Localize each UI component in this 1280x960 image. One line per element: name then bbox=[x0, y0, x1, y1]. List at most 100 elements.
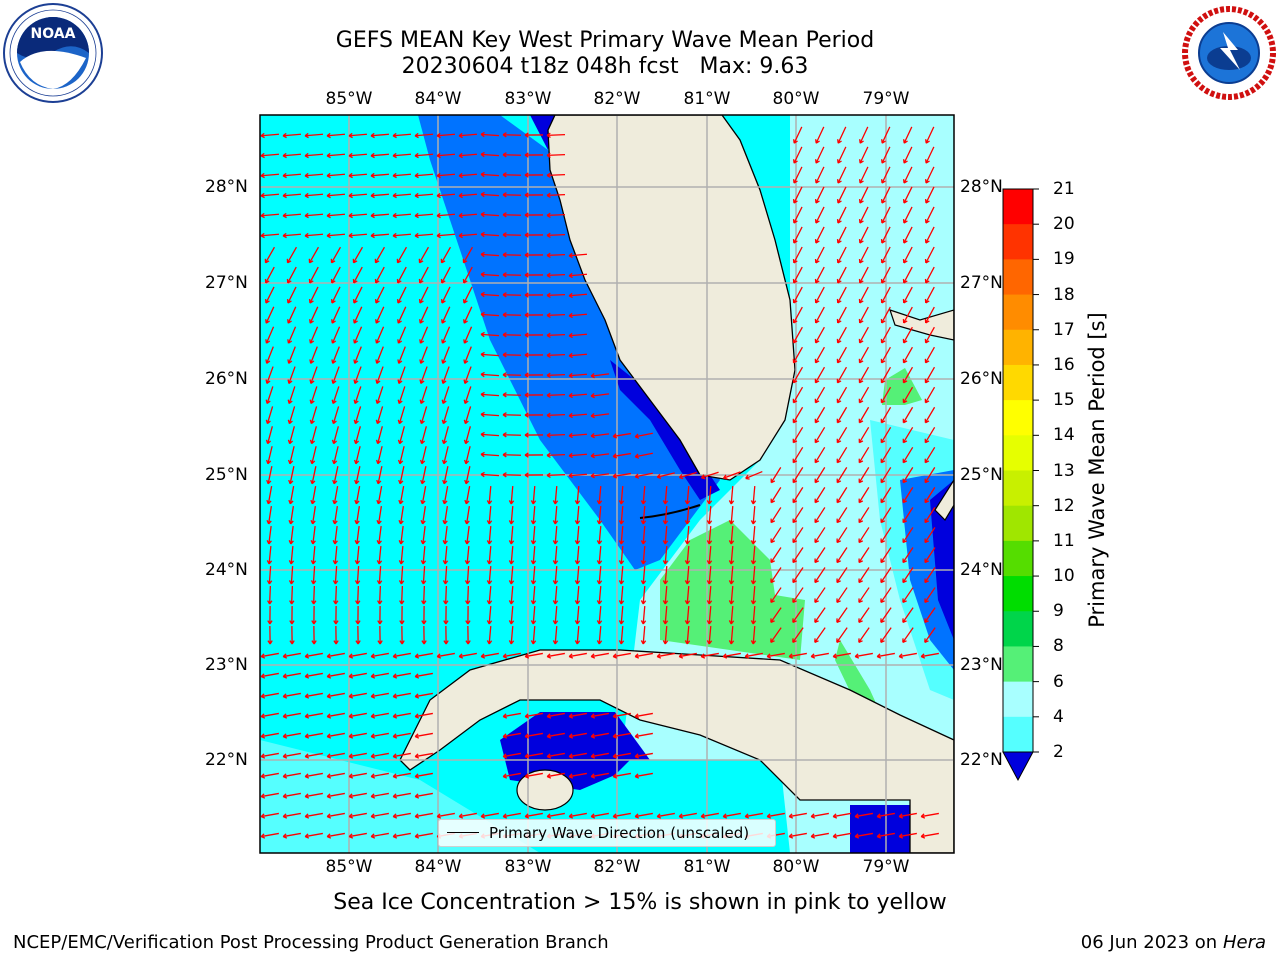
wave-arrow bbox=[898, 652, 917, 659]
wave-arrow bbox=[441, 406, 450, 425]
wave-arrow bbox=[590, 473, 610, 479]
colorbar-tick-label: 12 bbox=[1053, 495, 1075, 516]
wave-arrow bbox=[880, 406, 892, 424]
wave-arrow bbox=[260, 232, 280, 239]
wave-arrow bbox=[326, 212, 346, 219]
wave-arrow bbox=[333, 625, 339, 645]
wave-arrow bbox=[924, 286, 935, 304]
wave-arrow bbox=[750, 585, 757, 605]
wave-arrow bbox=[524, 152, 544, 158]
wave-arrow bbox=[596, 565, 603, 585]
wave-arrow bbox=[568, 312, 588, 319]
wave-arrow bbox=[836, 326, 847, 344]
wave-arrow bbox=[392, 652, 411, 659]
wave-arrow bbox=[656, 652, 675, 659]
wave-arrow bbox=[618, 505, 625, 525]
wave-arrow bbox=[398, 466, 405, 485]
wave-arrow bbox=[552, 505, 559, 525]
wave-arrow bbox=[330, 266, 341, 284]
wave-arrow bbox=[744, 652, 763, 659]
wave-arrow bbox=[902, 326, 913, 344]
wave-arrow bbox=[399, 625, 405, 645]
lon-label-bottom: 79°W bbox=[862, 857, 910, 877]
wave-arrow bbox=[508, 625, 515, 645]
wave-arrow bbox=[304, 832, 323, 839]
wave-arrow bbox=[924, 406, 936, 424]
wave-arrow bbox=[902, 366, 914, 384]
colorbar-tick-label: 9 bbox=[1053, 601, 1064, 622]
wave-arrow bbox=[618, 585, 625, 605]
wave-arrow bbox=[634, 652, 653, 659]
wave-arrow bbox=[684, 505, 691, 525]
wave-arrow bbox=[440, 286, 451, 304]
wave-arrow bbox=[836, 547, 848, 564]
wave-arrow bbox=[398, 506, 405, 525]
wave-arrow bbox=[326, 732, 345, 739]
wave-arrow bbox=[288, 466, 295, 485]
wave-arrow bbox=[530, 545, 537, 565]
wave-arrow bbox=[392, 832, 411, 839]
wave-arrow bbox=[304, 132, 324, 139]
wave-arrow bbox=[902, 246, 913, 264]
wave-arrow bbox=[524, 412, 544, 418]
wave-arrow bbox=[348, 192, 368, 199]
wave-arrow bbox=[355, 585, 361, 605]
wave-arrow bbox=[590, 453, 610, 459]
wave-arrow bbox=[458, 812, 477, 819]
wave-arrow bbox=[924, 166, 935, 184]
wave-arrow bbox=[634, 732, 653, 739]
wave-arrow bbox=[398, 525, 404, 545]
wave-arrow bbox=[792, 426, 804, 444]
wave-arrow bbox=[266, 486, 273, 505]
wave-arrow bbox=[282, 232, 302, 239]
wave-arrow bbox=[326, 172, 346, 179]
wave-arrow bbox=[502, 312, 522, 318]
colorbar-segment bbox=[1003, 470, 1033, 507]
wave-arrow bbox=[348, 812, 367, 819]
wave-arrow bbox=[546, 332, 566, 338]
wave-arrow bbox=[640, 585, 647, 605]
wave-arrow bbox=[880, 547, 892, 564]
wave-arrow bbox=[436, 212, 456, 219]
wave-arrow bbox=[414, 132, 434, 139]
wave-arrow bbox=[348, 772, 367, 779]
lat-label-left: 24°N bbox=[205, 560, 248, 580]
wave-arrow bbox=[546, 732, 565, 739]
wave-arrow bbox=[814, 206, 825, 224]
wave-arrow bbox=[574, 625, 581, 645]
wave-arrow bbox=[480, 211, 500, 218]
wave-arrow bbox=[370, 232, 390, 239]
wave-arrow bbox=[304, 672, 323, 679]
wave-arrow bbox=[574, 585, 581, 605]
wave-arrow bbox=[376, 486, 383, 505]
wave-arrow bbox=[332, 565, 339, 585]
wave-arrow bbox=[396, 266, 407, 284]
wave-arrow bbox=[524, 432, 544, 438]
wave-arrow bbox=[260, 192, 280, 199]
wave-arrow bbox=[463, 386, 472, 405]
wave-arrow bbox=[836, 587, 848, 604]
wave-arrow bbox=[902, 467, 914, 484]
wave-arrow bbox=[304, 732, 323, 739]
wave-arrow bbox=[924, 226, 935, 244]
wave-arrow bbox=[353, 326, 363, 344]
wave-arrow bbox=[590, 373, 610, 379]
wave-arrow bbox=[530, 565, 537, 585]
wave-arrow bbox=[308, 246, 320, 264]
wave-arrow bbox=[546, 172, 566, 178]
wave-arrow bbox=[788, 832, 807, 839]
wave-arrow bbox=[662, 605, 669, 625]
wave-arrow bbox=[814, 326, 825, 344]
wave-arrow bbox=[441, 366, 450, 384]
wave-arrow bbox=[546, 472, 566, 478]
wave-arrow bbox=[397, 386, 406, 405]
wave-arrow bbox=[326, 812, 345, 819]
wave-arrow bbox=[546, 652, 565, 659]
wave-arrow bbox=[792, 587, 804, 604]
wave-arrow bbox=[684, 485, 691, 505]
wave-arrow bbox=[377, 585, 383, 605]
wave-arrow bbox=[392, 692, 411, 699]
wave-arrow bbox=[486, 625, 493, 645]
wave-arrow bbox=[618, 525, 625, 545]
colorbar-tick-label: 16 bbox=[1053, 354, 1075, 375]
